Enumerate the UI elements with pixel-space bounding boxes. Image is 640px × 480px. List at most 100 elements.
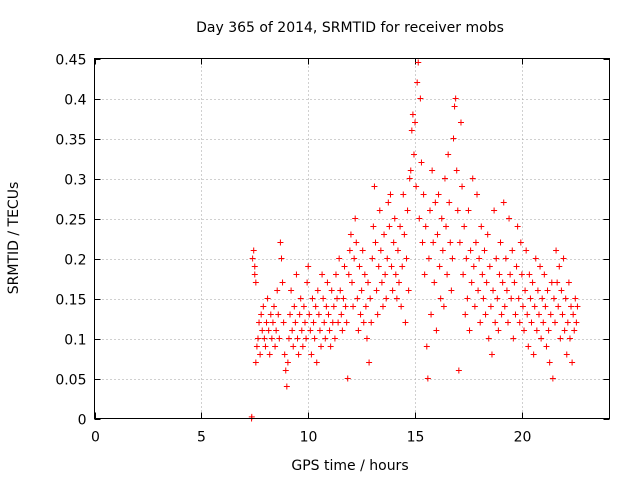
data-point	[557, 335, 564, 342]
plot-frame	[94, 58, 610, 419]
data-point	[515, 295, 522, 302]
data-point	[495, 327, 502, 334]
data-point	[540, 319, 547, 326]
data-point	[373, 287, 380, 294]
data-point	[445, 151, 452, 158]
data-point	[397, 223, 404, 230]
data-point	[354, 295, 361, 302]
data-point	[468, 279, 475, 286]
data-point	[278, 255, 285, 262]
data-point	[301, 319, 308, 326]
data-point	[315, 311, 322, 318]
data-point	[573, 319, 580, 326]
y-tick-label: 0.05	[55, 373, 86, 389]
data-point	[539, 295, 546, 302]
data-point	[478, 223, 485, 230]
data-point	[256, 319, 263, 326]
data-point	[420, 191, 427, 198]
data-point	[568, 303, 575, 310]
data-point	[522, 287, 529, 294]
data-point	[543, 343, 550, 350]
y-tick-label: 0.1	[64, 333, 86, 349]
data-point	[279, 279, 286, 286]
data-point	[560, 255, 567, 262]
data-point	[379, 303, 386, 310]
data-point	[530, 351, 537, 358]
data-point	[281, 351, 288, 358]
data-point	[335, 319, 342, 326]
data-point	[274, 287, 281, 294]
data-point	[297, 295, 304, 302]
data-point	[486, 263, 493, 270]
data-point	[375, 263, 382, 270]
data-point	[544, 287, 551, 294]
y-tick-label: 0.45	[55, 53, 86, 69]
data-point	[455, 367, 462, 374]
data-point	[436, 263, 443, 270]
data-point	[406, 175, 413, 182]
data-point	[438, 215, 445, 222]
data-point	[396, 279, 403, 286]
y-tick-label: 0.3	[64, 173, 86, 189]
data-point	[264, 295, 271, 302]
data-point	[314, 287, 321, 294]
data-point	[514, 223, 521, 230]
data-point	[481, 247, 488, 254]
data-point	[365, 279, 372, 286]
data-point	[467, 247, 474, 254]
data-point	[574, 303, 581, 310]
data-point	[338, 311, 345, 318]
data-point	[378, 279, 385, 286]
data-point	[374, 311, 381, 318]
data-point	[357, 311, 364, 318]
data-point	[497, 239, 504, 246]
data-point	[509, 247, 516, 254]
data-point	[488, 351, 495, 358]
data-point	[454, 207, 461, 214]
data-point	[459, 183, 466, 190]
data-point	[402, 319, 409, 326]
data-point	[453, 167, 460, 174]
data-point	[324, 279, 331, 286]
data-point	[464, 295, 471, 302]
data-point	[448, 287, 455, 294]
data-point	[347, 231, 354, 238]
data-point	[350, 303, 357, 310]
data-point	[550, 295, 557, 302]
data-point	[521, 327, 528, 334]
data-point	[449, 255, 456, 262]
data-point	[361, 271, 368, 278]
data-point	[484, 231, 491, 238]
data-point	[252, 359, 259, 366]
data-point	[430, 239, 437, 246]
data-point	[572, 295, 579, 302]
data-point	[320, 295, 327, 302]
data-point	[532, 255, 539, 262]
data-point	[261, 335, 268, 342]
data-point	[372, 239, 379, 246]
data-point	[331, 335, 338, 342]
data-point	[498, 311, 505, 318]
data-point	[398, 303, 405, 310]
data-point	[559, 311, 566, 318]
data-point	[251, 271, 258, 278]
data-point	[555, 303, 562, 310]
data-point	[527, 295, 534, 302]
data-point	[542, 303, 549, 310]
data-point	[541, 271, 548, 278]
data-point	[305, 263, 312, 270]
x-tick-label: 10	[300, 430, 318, 446]
data-point	[487, 303, 494, 310]
data-point	[485, 335, 492, 342]
data-point	[318, 343, 325, 350]
data-point	[511, 279, 518, 286]
data-point	[310, 319, 317, 326]
data-point	[376, 207, 383, 214]
data-point	[437, 295, 444, 302]
data-point	[389, 287, 396, 294]
data-point	[407, 167, 414, 174]
y-axis-label: SRMTID / TECUs	[6, 182, 22, 295]
data-point	[496, 271, 503, 278]
data-point	[288, 287, 295, 294]
data-point	[480, 295, 487, 302]
